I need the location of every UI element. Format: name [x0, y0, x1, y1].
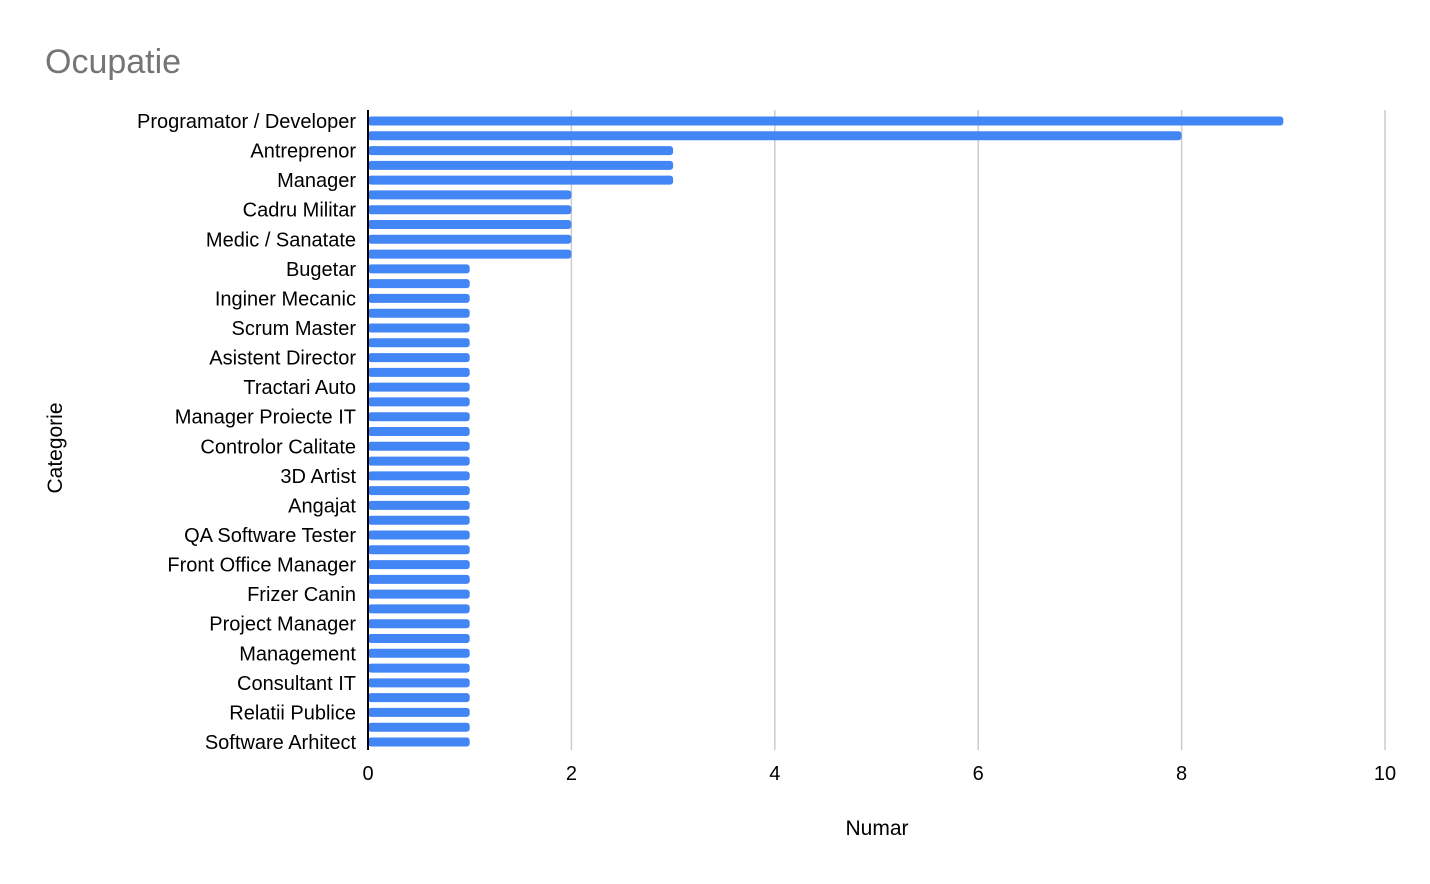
x-axis-title: Numar [845, 817, 908, 840]
bar [368, 678, 470, 688]
bar [368, 500, 470, 510]
category-label: Frizer Canin [247, 584, 356, 606]
bar [368, 367, 470, 377]
category-label: Scrum Master [232, 318, 357, 340]
bar [368, 648, 470, 658]
category-label: Management [239, 643, 356, 665]
bar [368, 323, 470, 333]
x-tick-label: 2 [566, 763, 577, 785]
bar [368, 293, 470, 303]
category-label: Programator / Developer [137, 111, 356, 133]
bar [368, 116, 1284, 126]
bar [368, 486, 470, 496]
bar [368, 249, 572, 259]
bar [368, 560, 470, 570]
category-label: Angajat [288, 495, 356, 517]
chart-title: Ocupatie [45, 43, 181, 81]
bar [368, 545, 470, 555]
bar [368, 722, 470, 732]
category-labels: Programator / Developer Antreprenor Manage… [137, 111, 356, 754]
bar [368, 427, 470, 436]
category-label: 3D Artist [280, 466, 356, 488]
bar [368, 382, 470, 392]
category-label: Front Office Manager [167, 555, 356, 577]
bar [368, 397, 470, 407]
x-tick-labels: 0 2 4 6 8 10 [362, 763, 1396, 785]
bar [368, 146, 674, 156]
category-label: Inginer Mecanic [215, 288, 356, 310]
bar [368, 264, 470, 274]
x-tick-label: 0 [362, 763, 373, 785]
bar [368, 604, 470, 614]
x-tick-label: 8 [1176, 763, 1187, 785]
category-label: Relatii Publice [229, 702, 356, 724]
x-tick-label: 10 [1374, 763, 1396, 785]
bar [368, 234, 572, 244]
category-label: Project Manager [209, 614, 356, 636]
category-label: Manager [277, 170, 356, 192]
category-label: Consultant IT [237, 673, 356, 695]
bar [368, 456, 470, 466]
bar [368, 530, 470, 540]
bar [368, 308, 470, 318]
x-tick-label: 6 [973, 763, 984, 785]
gridlines [570, 110, 1386, 750]
bar [368, 190, 572, 200]
bar [368, 441, 470, 451]
bar [368, 175, 674, 185]
bar [368, 515, 470, 525]
category-label: Medic / Sanatate [206, 229, 356, 251]
category-label: Bugetar [286, 259, 356, 281]
bar [368, 353, 470, 363]
category-label: QA Software Tester [184, 525, 356, 547]
category-label: Controlor Calitate [200, 436, 356, 458]
bar [368, 619, 470, 629]
category-label: Tractari Auto [243, 377, 356, 399]
bar [368, 574, 470, 584]
category-label: Asistent Director [209, 348, 356, 370]
bar [368, 220, 572, 229]
category-label: Software Arhitect [205, 732, 357, 754]
category-label: Antreprenor [250, 141, 356, 163]
category-label: Cadru Militar [243, 200, 357, 222]
bars [368, 116, 1284, 747]
bar [368, 707, 470, 717]
bar [368, 634, 470, 643]
category-label: Manager Proiecte IT [175, 407, 356, 429]
x-tick-label: 4 [769, 763, 780, 785]
bar [368, 412, 470, 422]
bar [368, 589, 470, 599]
bar [368, 338, 470, 348]
y-axis-title: Categorie [44, 402, 67, 493]
bar [368, 205, 572, 215]
bar [368, 160, 674, 170]
bar [368, 131, 1182, 141]
bar [368, 693, 470, 703]
bar [368, 471, 470, 481]
bar [368, 279, 470, 289]
bar [368, 663, 470, 673]
bar [368, 737, 470, 747]
